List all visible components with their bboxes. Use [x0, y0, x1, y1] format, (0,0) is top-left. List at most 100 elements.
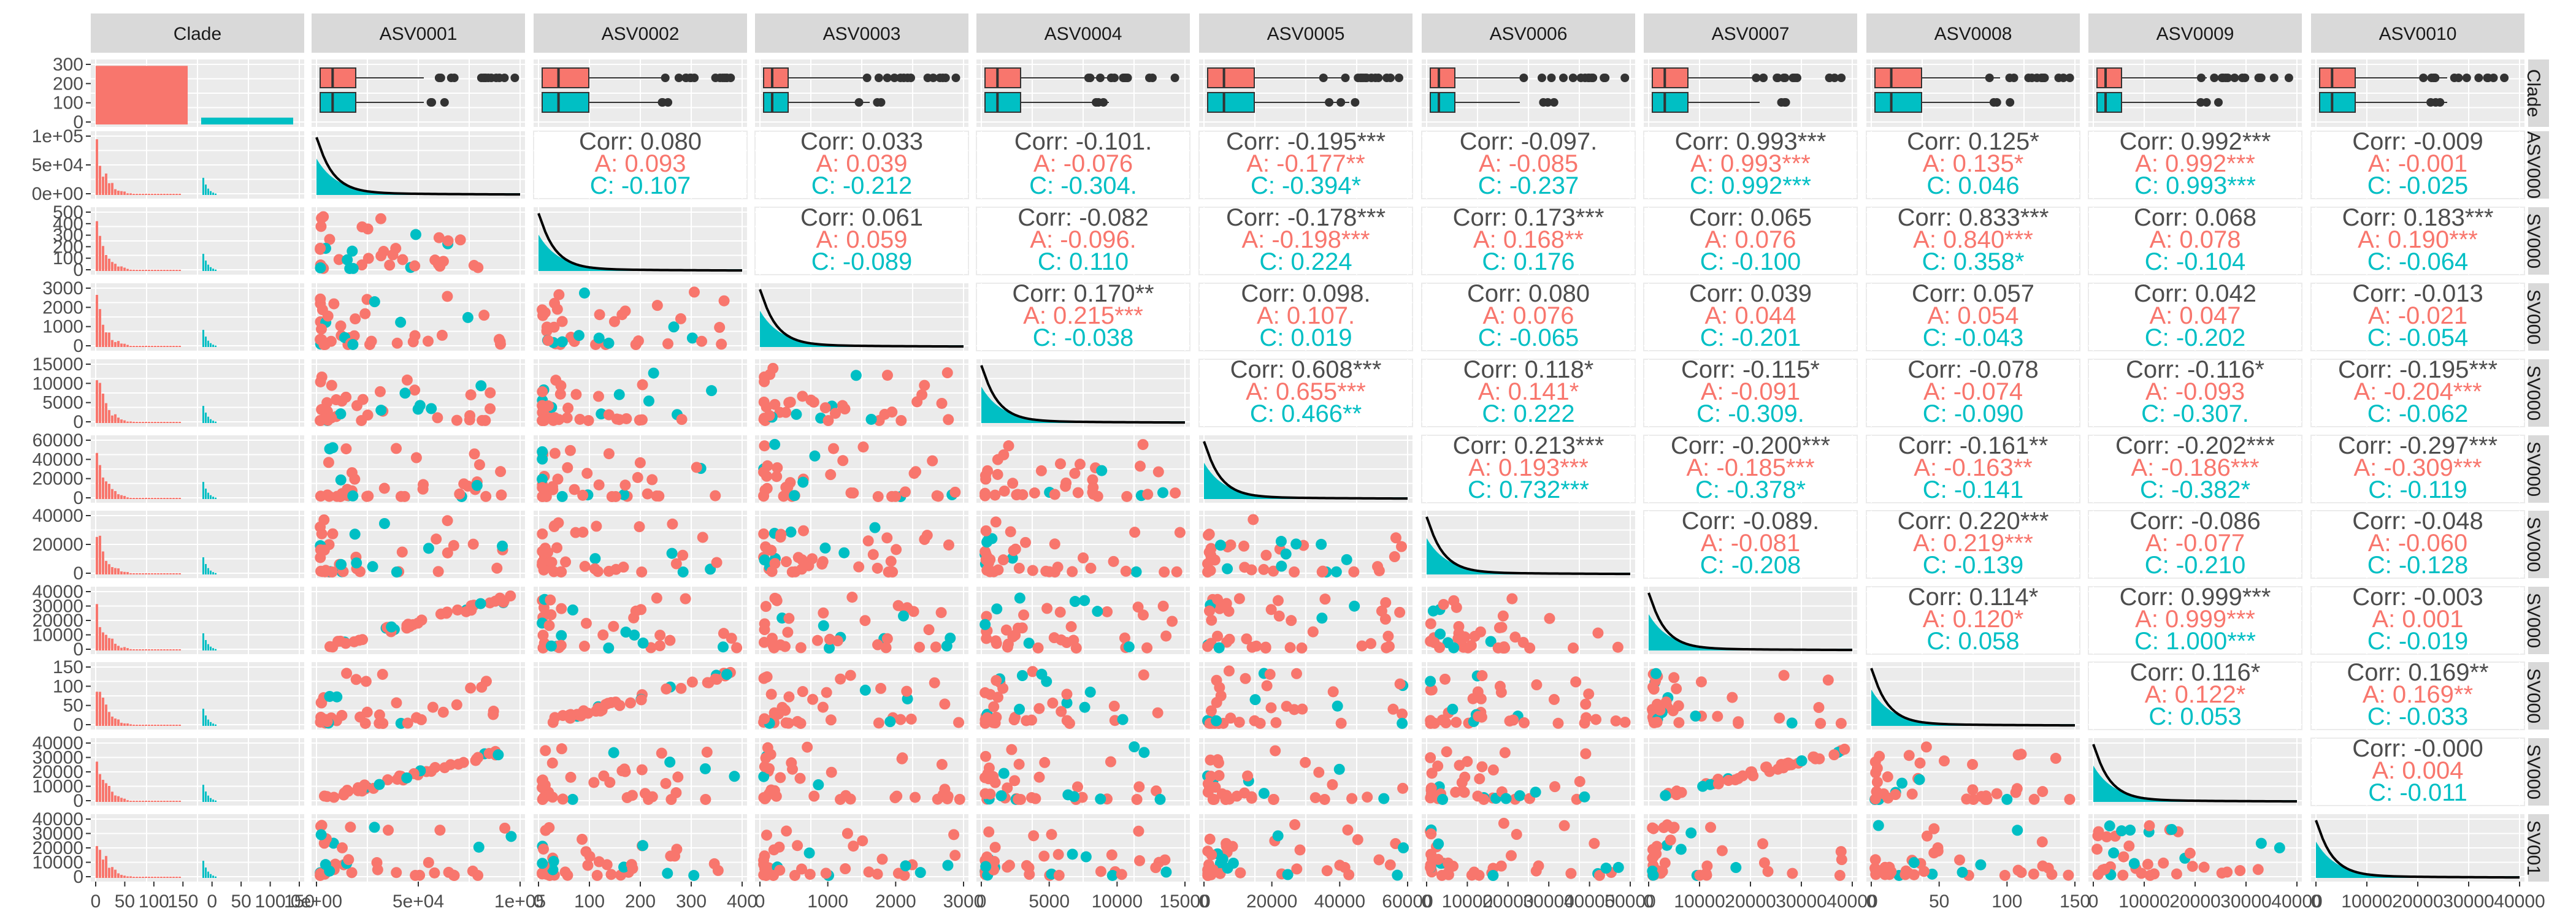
histogram-bar-a — [142, 270, 144, 271]
scatter-point — [2010, 787, 2022, 798]
scatter-point — [465, 389, 477, 401]
corr-label-clade-c: C: -0.141 — [1923, 476, 2024, 503]
row-strip — [2528, 207, 2549, 275]
scatter-point — [334, 635, 346, 647]
y-tick-label: 0 — [73, 336, 83, 356]
scatter-point — [575, 709, 587, 721]
histogram-bar-c — [202, 254, 204, 271]
scatter-point — [660, 778, 672, 790]
x-tick-label: 60000 — [1382, 891, 1433, 912]
boxplot-a-outlier — [1084, 74, 1093, 82]
scatter-point — [1246, 564, 1257, 576]
boxplot-a-outlier — [711, 74, 720, 82]
scatter-point — [886, 406, 898, 418]
histogram-bar-c — [207, 492, 209, 499]
x-tick-label: 10000 — [1442, 891, 1493, 912]
density-area-c — [2316, 841, 2520, 878]
histogram-bar-a — [169, 801, 172, 802]
corr-label-clade-a: A: 0.169** — [2363, 681, 2473, 708]
scatter-point — [983, 762, 995, 774]
corr-label: Corr: 0.213*** — [1453, 432, 1604, 459]
scatter-point — [598, 770, 610, 782]
scatter-point — [927, 455, 938, 467]
histogram-bar-c — [205, 185, 207, 195]
scatter-point — [1514, 790, 1525, 801]
scatter-point — [538, 843, 550, 855]
scatter-point — [603, 448, 615, 460]
boxplot-a-outlier — [890, 74, 899, 82]
scatter-point — [1014, 592, 1025, 604]
boxplot-a-outlier — [1537, 74, 1546, 82]
scatter-point — [636, 566, 648, 578]
scatter-point — [1249, 715, 1260, 726]
histogram-bar-a — [99, 465, 101, 499]
histogram-bar-a — [108, 785, 110, 802]
histogram-bar-a — [148, 649, 150, 650]
scatter-point — [2028, 793, 2040, 805]
scatter-point — [1095, 793, 1106, 805]
corr-label-clade-a: A: -0.074 — [1923, 378, 2023, 405]
scatter-point — [1671, 683, 1682, 695]
boxplot-c-box — [542, 92, 589, 113]
scatter-point — [2128, 858, 2140, 869]
corr-label-clade-a: A: -0.186*** — [2131, 454, 2259, 481]
density-line — [980, 365, 1186, 424]
scatter-point — [1039, 757, 1051, 768]
y-tick-label: 0 — [73, 412, 83, 432]
x-tick-label: 20000 — [2392, 891, 2443, 912]
corr-label-clade-a: A: 0.193*** — [1468, 454, 1589, 481]
corr-label: Corr: 0.173*** — [1453, 204, 1604, 231]
scatter-point — [1473, 711, 1484, 722]
scatter-point — [758, 673, 770, 684]
scatter-point — [1241, 633, 1252, 645]
scatter-point — [1014, 703, 1025, 715]
scatter-point — [472, 752, 484, 763]
scatter-point — [1610, 715, 1622, 726]
y-tick-label: 0 — [73, 867, 83, 887]
scatter-point — [1108, 555, 1119, 567]
scatter-point — [335, 320, 347, 332]
scatter-point — [1425, 618, 1436, 630]
scatter-point — [1068, 791, 1080, 803]
boxplot-a-outlier — [1587, 74, 1597, 82]
histogram-bar-a — [99, 774, 101, 802]
scatter-point — [1133, 825, 1144, 837]
scatter-point — [1487, 764, 1499, 776]
scatter-point — [391, 337, 403, 349]
histogram-bar-a — [132, 724, 135, 726]
scatter-point — [1129, 741, 1140, 753]
scatter-point — [895, 414, 907, 426]
histogram-bar-a — [163, 725, 166, 726]
scatter-point — [1224, 633, 1235, 645]
scatter-point — [1822, 674, 1834, 686]
scatter-point — [485, 387, 496, 398]
scatter-point — [1268, 565, 1279, 577]
scatter-point — [642, 488, 653, 500]
scatter-point — [1170, 487, 1181, 499]
scatter-point — [328, 791, 340, 803]
histogram-bar-a — [117, 568, 120, 574]
scatter-point — [696, 335, 708, 347]
histogram-bar-a — [99, 627, 101, 650]
scatter-point — [1096, 465, 1108, 476]
x-tick-label: 100 — [574, 891, 605, 912]
scatter-point — [1035, 465, 1047, 476]
scatter-point — [489, 595, 501, 607]
scatter-point — [1013, 793, 1024, 805]
histogram-bar-a — [111, 638, 113, 650]
x-tick-label: 400 — [727, 891, 757, 912]
histogram-bar-a — [108, 638, 110, 650]
scatter-point — [980, 473, 992, 485]
histogram-bar-a — [139, 573, 141, 574]
scatter-point — [391, 443, 402, 454]
scatter-point — [1469, 630, 1481, 642]
histogram-bar-a — [120, 647, 123, 650]
scatter-point — [2158, 857, 2169, 869]
scatter-point — [819, 402, 831, 414]
histogram-bar-c — [202, 557, 204, 574]
scatter-point — [923, 624, 935, 636]
column-strip-label: ASV0003 — [823, 24, 901, 44]
scatter-point — [1159, 854, 1171, 866]
scatter-point — [547, 864, 559, 875]
scatter-point — [431, 533, 442, 545]
